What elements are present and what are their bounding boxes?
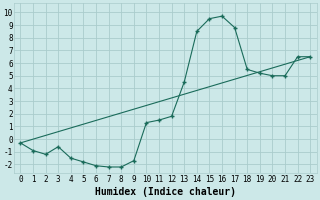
X-axis label: Humidex (Indice chaleur): Humidex (Indice chaleur)	[95, 186, 236, 197]
